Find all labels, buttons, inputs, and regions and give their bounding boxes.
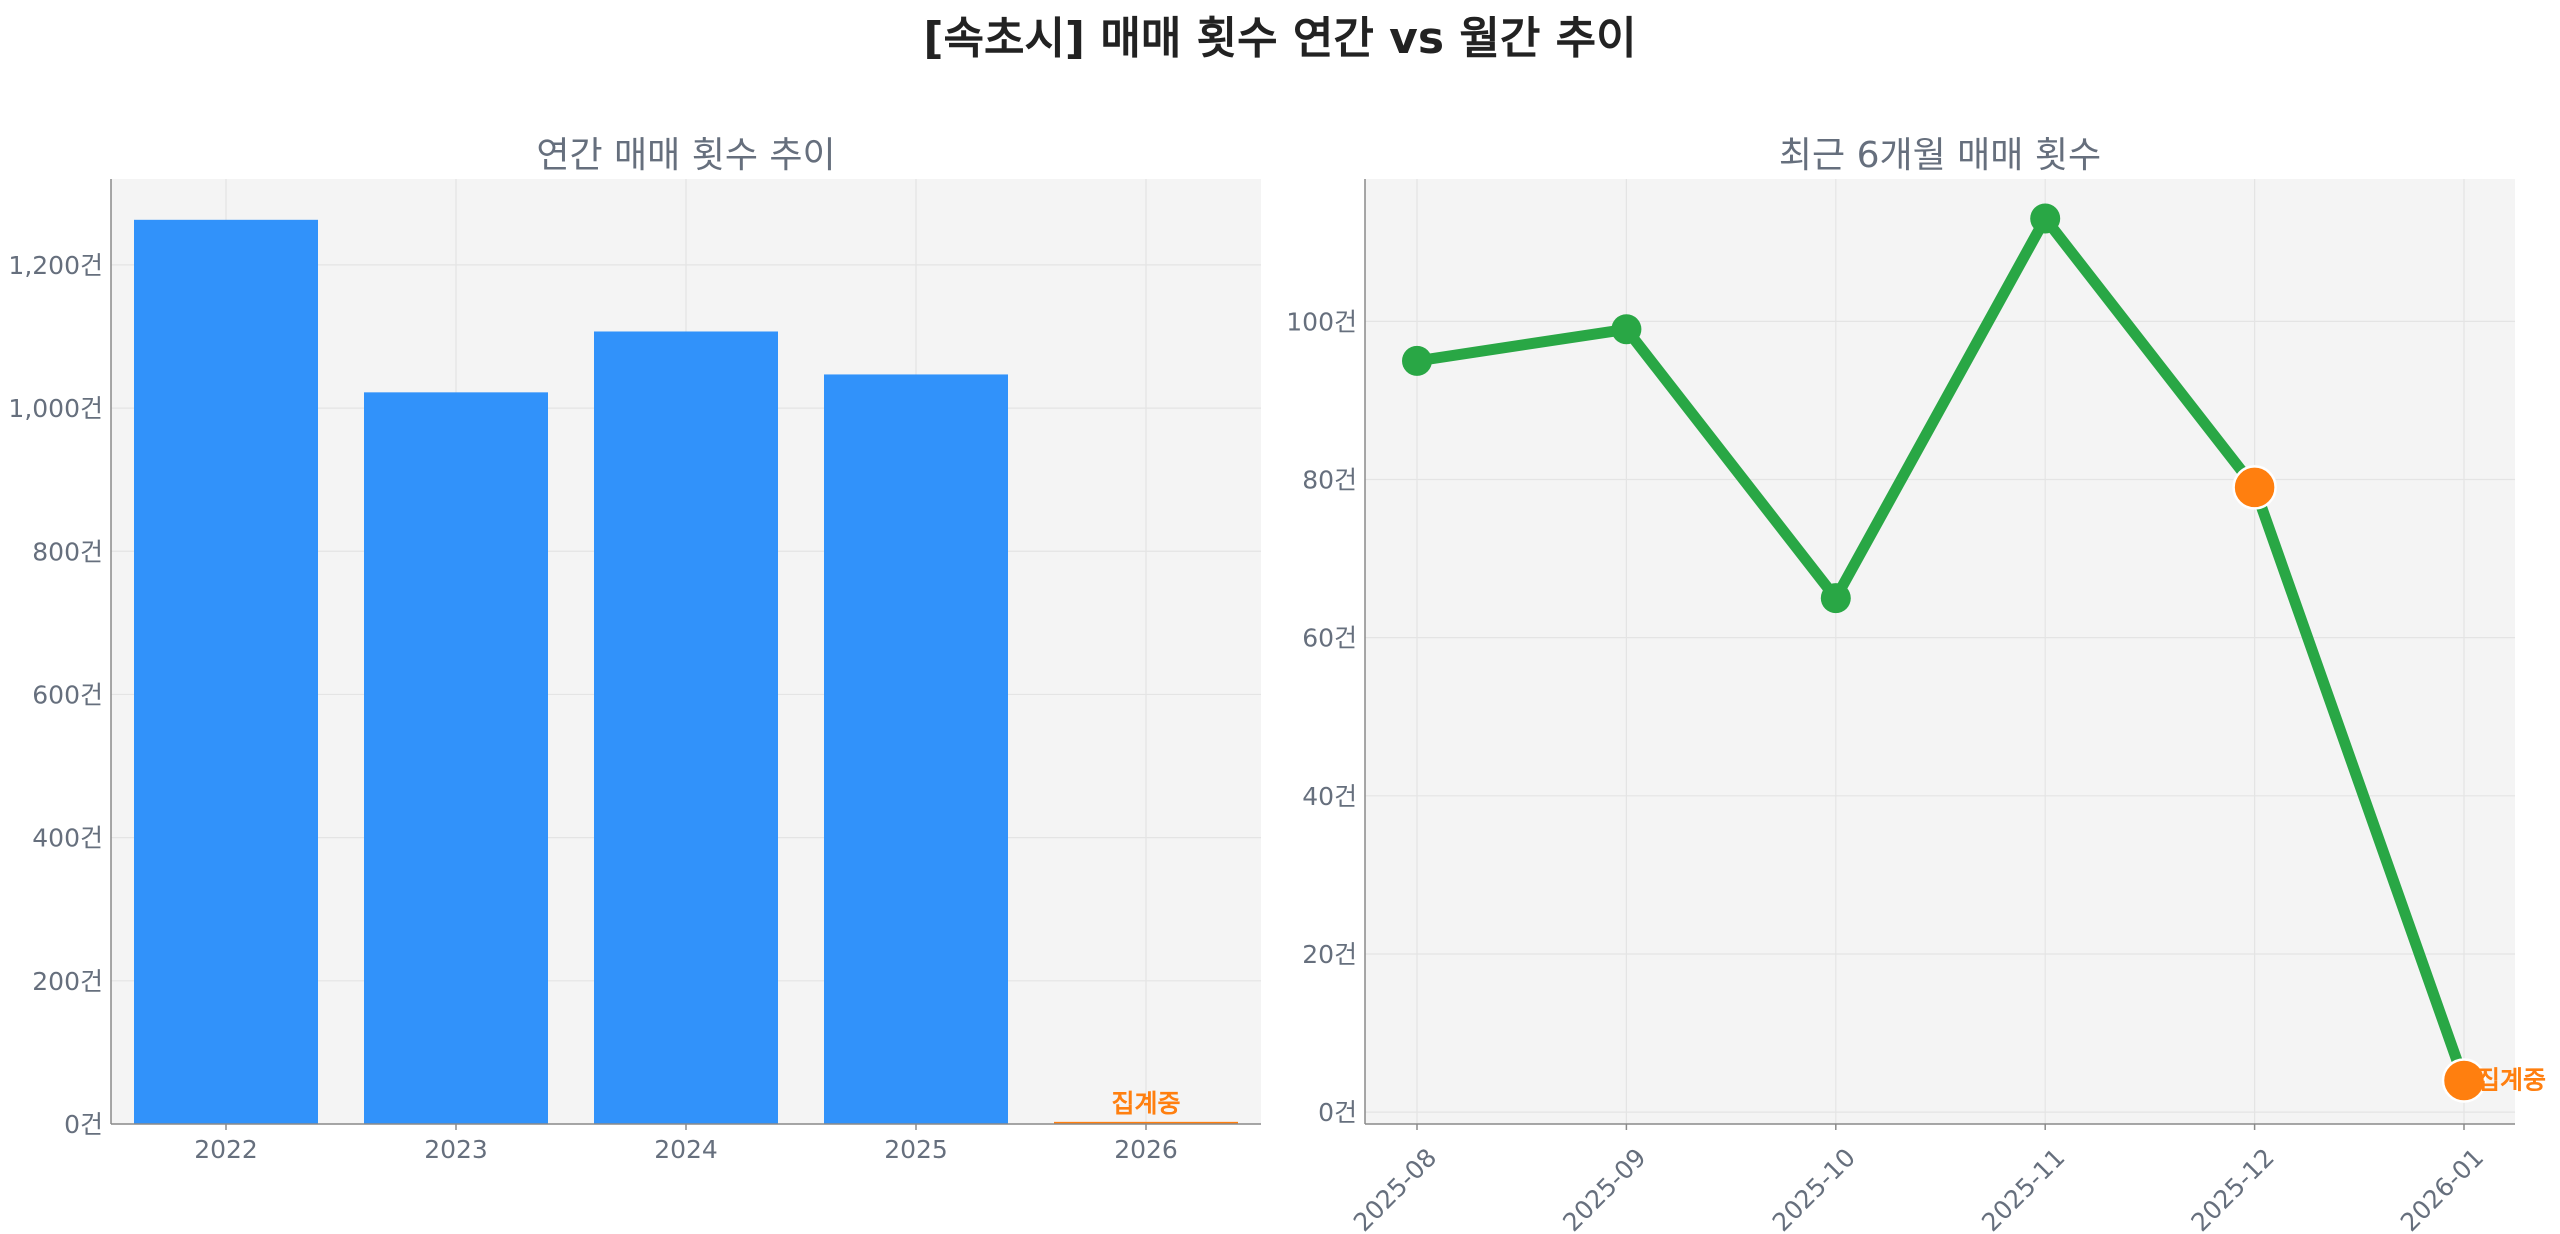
line-chart-title: 최근 6개월 매매 횟수	[1779, 135, 2101, 176]
line-annotation: 집계중	[2477, 1066, 2546, 1095]
y-tick-label: 600건	[32, 680, 103, 709]
highlight-point	[2441, 1058, 2487, 1103]
y-tick-label: 400건	[32, 824, 103, 853]
x-tick-label: 2026-01	[2395, 1143, 2489, 1234]
y-tick-label: 0건	[64, 1110, 103, 1139]
x-tick-label: 2026	[1114, 1135, 1178, 1164]
y-tick-label: 20건	[1302, 940, 1357, 969]
highlight-point	[2232, 465, 2277, 510]
monthly-line-chart: 0건 20건 40건 60건 80건 100건 2025-08 2025-09 2025-10 2…	[1286, 135, 2546, 1234]
y-tick-label: 800건	[32, 537, 103, 566]
bar-chart-title: 연간 매매 횟수 추이	[536, 135, 835, 176]
x-tick-label: 2025-09	[1557, 1143, 1651, 1234]
x-tick-label: 2025-12	[2185, 1143, 2279, 1234]
bar	[364, 392, 548, 1124]
series-line	[1411, 213, 2470, 1087]
data-point	[1611, 314, 1642, 345]
bar-annotation: 집계중	[1111, 1089, 1180, 1118]
bar	[594, 331, 778, 1124]
figure-title: [속초시] 매매 횟수 연간 vs 월간 추이	[923, 13, 1637, 64]
y-tick-label: 0건	[1318, 1098, 1357, 1127]
x-tick-label: 2025-08	[1348, 1143, 1442, 1234]
x-tick-label: 2025	[884, 1135, 948, 1164]
x-tick-label: 2025-11	[1976, 1143, 2070, 1234]
y-tick-label: 1,200건	[8, 251, 103, 280]
bar	[134, 219, 318, 1124]
data-point	[1402, 345, 1432, 376]
bar	[824, 374, 1008, 1124]
y-tick-label: 80건	[1302, 466, 1357, 495]
y-tick-label: 100건	[1286, 307, 1357, 336]
data-point	[1820, 583, 1851, 614]
x-tick-label: 2024	[654, 1135, 718, 1164]
x-tick-label: 2025-10	[1767, 1143, 1861, 1234]
y-tick-label: 1,000건	[8, 394, 103, 423]
y-tick-label: 40건	[1302, 782, 1357, 811]
x-tick-label: 2023	[424, 1135, 488, 1164]
x-tick-label: 2022	[194, 1135, 258, 1164]
y-tick-label: 200건	[32, 967, 103, 996]
annual-bar-chart: 0건 200건 400건 600건 800건 1,000건 1,200건 2022 2023 20…	[8, 135, 1261, 1164]
y-tick-label: 60건	[1302, 624, 1357, 653]
bar	[1054, 1121, 1238, 1124]
data-point	[2030, 203, 2061, 234]
